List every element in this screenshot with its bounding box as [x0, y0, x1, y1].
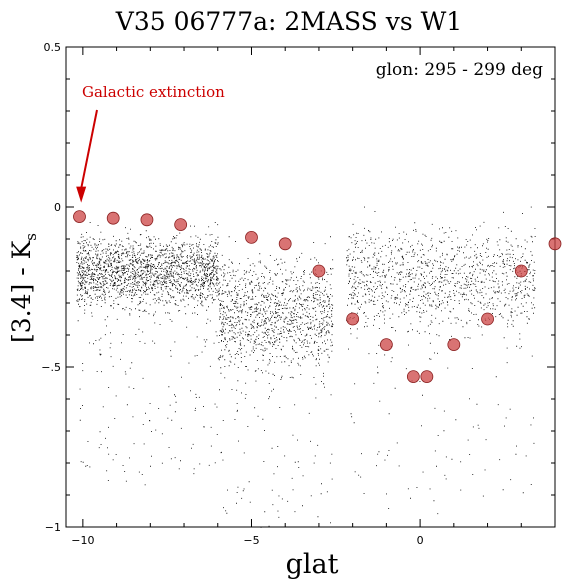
x-axis-label: glat: [286, 549, 339, 580]
extinction-arrow-head: [76, 186, 87, 203]
extinction-marker: [420, 370, 434, 384]
extinction-marker: [379, 338, 393, 352]
y-axis-label-subscript: s: [22, 233, 40, 241]
extinction-marker: [481, 312, 494, 326]
extinction-marker: [278, 237, 292, 251]
y-axis-label-group: [3.4] - Ks: [7, 233, 40, 343]
x-tick-label: −5: [243, 534, 259, 547]
extinction-marker: [514, 264, 528, 278]
chart-title: V35 06777a: 2MASS vs W1: [115, 7, 462, 36]
y-tick-label: 0.5: [44, 41, 62, 54]
x-tick-label: −10: [71, 534, 94, 547]
extinction-marker: [447, 338, 461, 352]
extinction-markers: [73, 210, 562, 384]
extinction-marker: [406, 370, 420, 384]
extinction-marker: [346, 312, 360, 326]
extinction-marker: [548, 237, 562, 251]
extinction-arrow: [80, 109, 98, 189]
y-axis-label-main: [3.4] - K: [7, 239, 36, 343]
axis-ticks: −10 −5 0 −1 −.5 0 0.5: [41, 41, 556, 547]
extinction-marker: [312, 264, 326, 278]
y-tick-label: −.5: [41, 361, 61, 374]
plot-frame: [65, 46, 556, 528]
x-tick-label: 0: [417, 534, 424, 547]
extinction-marker: [140, 213, 154, 227]
y-tick-label: 0: [54, 201, 61, 214]
star-point-cloud: [76, 206, 536, 528]
extinction-marker: [245, 230, 258, 244]
glon-annotation: glon: 295 - 299 deg: [376, 60, 543, 80]
star-points: [76, 206, 536, 528]
extinction-marker: [73, 210, 86, 224]
y-tick-label: −1: [45, 521, 61, 534]
extinction-marker: [106, 211, 120, 225]
extinction-marker: [174, 218, 188, 232]
extinction-label: Galactic extinction: [82, 83, 225, 101]
y-axis-label: [3.4] - Ks: [7, 233, 40, 343]
